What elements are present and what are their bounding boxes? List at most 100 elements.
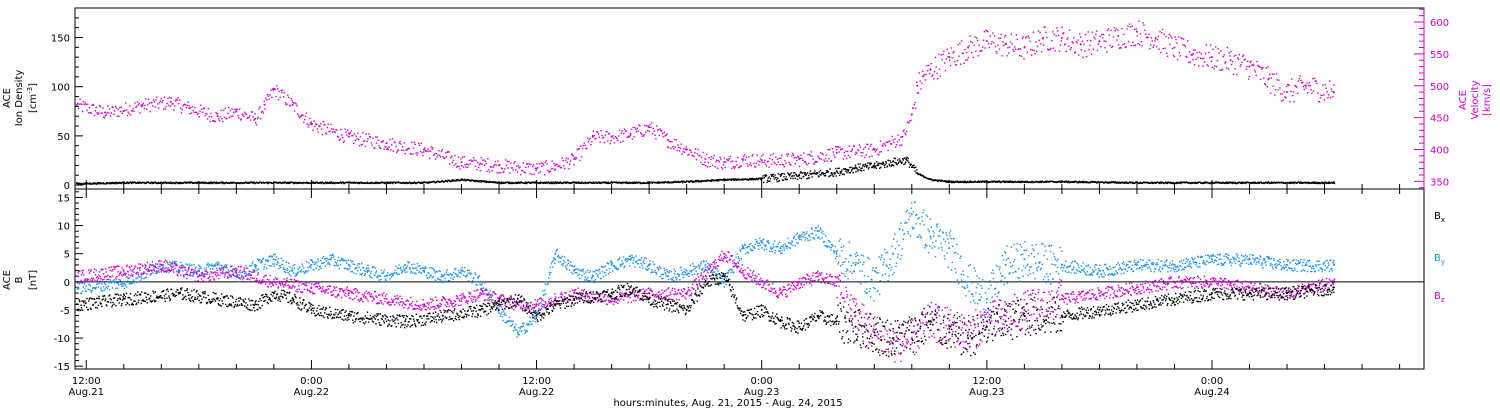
velocity-dot-point bbox=[911, 113, 913, 115]
velocity-dot bbox=[682, 151, 683, 152]
by-dot bbox=[581, 270, 582, 271]
velocity-dot bbox=[385, 146, 386, 147]
by-dot bbox=[453, 272, 454, 273]
by-dot bbox=[587, 277, 588, 278]
density-dot bbox=[878, 165, 879, 166]
velocity-dot bbox=[1223, 54, 1224, 55]
velocity-dot bbox=[862, 152, 863, 153]
velocity-dot bbox=[617, 140, 618, 141]
velocity-dot bbox=[475, 160, 476, 161]
by-dot bbox=[204, 268, 205, 269]
by-dot bbox=[78, 288, 79, 289]
by-dot bbox=[100, 287, 101, 288]
by-dot bbox=[503, 310, 504, 311]
by-dot bbox=[500, 314, 501, 315]
by-dot bbox=[101, 283, 102, 284]
by-dot bbox=[545, 293, 546, 294]
by-dot bbox=[569, 270, 570, 271]
by-dot bbox=[125, 285, 126, 286]
velocity-dot bbox=[1303, 86, 1304, 87]
velocity-dot bbox=[1095, 34, 1096, 35]
velocity-dot bbox=[209, 121, 210, 122]
by-dot bbox=[663, 274, 664, 275]
velocity-dot-point bbox=[1005, 43, 1007, 45]
velocity-dot bbox=[417, 152, 418, 153]
velocity-dot bbox=[204, 108, 205, 109]
density-dot bbox=[791, 172, 792, 173]
by-dot bbox=[468, 280, 469, 281]
by-dot bbox=[115, 282, 116, 283]
velocity-dot bbox=[1190, 61, 1191, 62]
velocity-dot bbox=[1314, 77, 1315, 78]
velocity-dot bbox=[1075, 51, 1076, 52]
by-dot bbox=[421, 272, 422, 273]
velocity-dot bbox=[573, 155, 574, 156]
velocity-dot bbox=[146, 109, 147, 110]
velocity-dot bbox=[191, 113, 192, 114]
velocity-dot-point bbox=[423, 149, 425, 151]
velocity-dot bbox=[161, 98, 162, 99]
velocity-dot bbox=[1220, 50, 1221, 51]
by-dot bbox=[673, 280, 674, 281]
velocity-dot bbox=[735, 166, 736, 167]
velocity-dot bbox=[388, 147, 389, 148]
velocity-dot bbox=[559, 165, 560, 166]
by-dot bbox=[429, 277, 430, 278]
velocity-dot bbox=[77, 103, 78, 104]
velocity-dot bbox=[614, 142, 615, 143]
by-dot bbox=[547, 283, 548, 284]
velocity-dot bbox=[565, 160, 566, 161]
density-dot bbox=[895, 162, 896, 163]
by-dot bbox=[289, 271, 290, 272]
velocity-dot bbox=[210, 113, 211, 114]
density-dot-point bbox=[76, 182, 78, 184]
velocity-dot bbox=[1231, 64, 1232, 65]
density-dot-point bbox=[916, 172, 918, 174]
by-dot bbox=[293, 265, 294, 266]
density-dot bbox=[893, 165, 894, 166]
by-dot bbox=[180, 262, 181, 263]
top-panel-frame bbox=[75, 8, 1424, 189]
by-dot bbox=[151, 273, 152, 274]
velocity-dot bbox=[697, 149, 698, 150]
by-dot bbox=[380, 279, 381, 280]
velocity-dot bbox=[780, 157, 781, 158]
by-dot bbox=[678, 276, 679, 277]
velocity-dot bbox=[729, 158, 730, 159]
velocity-dot bbox=[655, 138, 656, 139]
velocity-dot bbox=[741, 165, 742, 166]
velocity-dot bbox=[1213, 68, 1214, 69]
by-dot bbox=[381, 270, 382, 271]
velocity-dot bbox=[1110, 30, 1111, 31]
velocity-dot bbox=[584, 145, 585, 146]
velocity-dot bbox=[107, 105, 108, 106]
velocity-dot bbox=[114, 110, 115, 111]
by-dot bbox=[280, 267, 281, 268]
velocity-dot bbox=[1217, 60, 1218, 61]
velocity-dot bbox=[1304, 89, 1305, 90]
velocity-dot bbox=[722, 168, 723, 169]
density-dot bbox=[508, 183, 509, 184]
by-dot bbox=[492, 295, 493, 296]
velocity-dot bbox=[153, 99, 154, 100]
velocity-dot bbox=[221, 118, 222, 119]
density-dot bbox=[773, 176, 774, 177]
by-dot bbox=[232, 270, 233, 271]
by-dot bbox=[570, 262, 571, 263]
by-dot bbox=[373, 266, 374, 267]
velocity-dot bbox=[84, 104, 85, 105]
velocity-dot bbox=[1246, 66, 1247, 67]
velocity-dot bbox=[826, 154, 827, 155]
velocity-dot bbox=[875, 151, 876, 152]
velocity-dot bbox=[970, 41, 971, 42]
by-dot bbox=[133, 279, 134, 280]
density-dot bbox=[838, 168, 839, 169]
by-dot bbox=[352, 271, 353, 272]
by-dot bbox=[641, 265, 642, 266]
velocity-dot bbox=[1201, 53, 1202, 54]
by-dot bbox=[557, 256, 558, 257]
velocity-dot bbox=[220, 110, 221, 111]
velocity-dot bbox=[683, 148, 684, 149]
top-ylabel-right-line2: Velocity bbox=[1470, 80, 1481, 119]
velocity-dot bbox=[279, 91, 280, 92]
